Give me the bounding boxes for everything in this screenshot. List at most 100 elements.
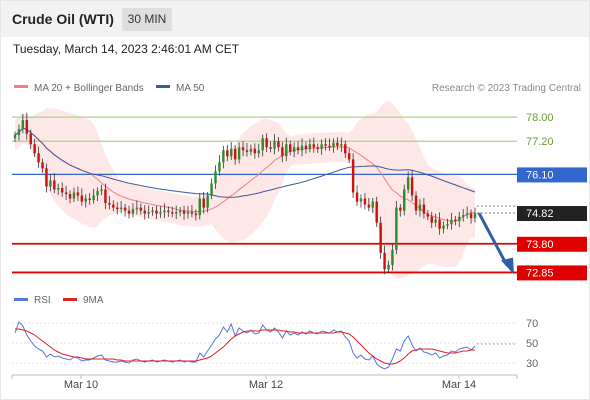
candle-body: [167, 210, 170, 213]
candle-body: [84, 198, 87, 202]
candle-body: [406, 177, 410, 190]
candle-body: [458, 216, 461, 222]
candle-body: [438, 219, 441, 229]
candle-body: [100, 189, 103, 191]
candle-body: [430, 216, 433, 223]
candle-body: [347, 153, 351, 160]
header-bar: Crude Oil (WTI) 30 MIN: [1, 1, 589, 37]
candle-body: [257, 150, 260, 154]
candle-body: [261, 138, 264, 151]
candle-body: [210, 183, 213, 196]
candle-body: [88, 198, 91, 201]
candle-body: [190, 212, 194, 214]
candle-body: [198, 198, 202, 216]
forecast-arrow-shaft: [477, 212, 509, 267]
ma50-legend-label: MA 50: [176, 83, 205, 94]
candle-body: [202, 198, 205, 208]
chart-datetime: Tuesday, March 14, 2023 2:46:01 AM CET: [13, 42, 240, 56]
rsi-line: [14, 321, 476, 370]
candle-body: [288, 144, 292, 152]
candle-body: [45, 168, 48, 187]
bollinger-band: [15, 100, 475, 279]
ma50-line: [14, 127, 476, 198]
candle-body: [285, 144, 288, 157]
candle-body: [273, 141, 276, 149]
candle-body: [131, 209, 135, 214]
candle-body: [355, 192, 359, 202]
candle-body: [249, 148, 253, 152]
candle-body: [403, 189, 406, 211]
candle-body: [159, 212, 162, 214]
candle-body: [379, 222, 382, 253]
candle-body: [135, 207, 139, 210]
candle-body: [178, 210, 182, 213]
candle-body: [446, 224, 449, 226]
resistance-label: 77.20: [526, 136, 554, 148]
candle-body: [222, 150, 225, 163]
rsi-ma-legend-swatch: [63, 298, 77, 301]
candle-body: [108, 203, 111, 205]
candle-body: [269, 147, 272, 149]
candle-body: [391, 249, 394, 265]
candle-body: [359, 198, 363, 202]
rsi-tick-label: 50: [526, 338, 538, 350]
x-axis-tick-label: Mar 10: [64, 379, 98, 391]
candle-body: [312, 144, 316, 148]
candle-body: [53, 180, 56, 190]
candle-body: [418, 204, 422, 211]
candle-body: [139, 207, 143, 211]
candle-body: [233, 148, 237, 160]
candle-body: [292, 147, 296, 152]
x-axis-tick-label: Mar 12: [249, 379, 283, 391]
candle-body: [253, 148, 257, 154]
candle-body: [182, 210, 186, 214]
candle-body: [214, 171, 217, 184]
candle-body: [410, 177, 414, 196]
support-label: 72.85: [526, 267, 554, 279]
candle-body: [324, 144, 327, 146]
candle-body: [426, 213, 430, 217]
candle-body: [383, 252, 386, 270]
candle-body: [123, 207, 127, 211]
candle-body: [186, 212, 190, 214]
candle-body: [17, 129, 21, 136]
candle-body: [218, 162, 221, 172]
candle-body: [72, 192, 76, 199]
candle-body: [49, 180, 52, 187]
candle-body: [367, 204, 371, 208]
candle-body: [171, 212, 174, 214]
candle-body: [454, 219, 457, 222]
candle-body: [13, 135, 17, 139]
candle-body: [422, 204, 426, 214]
candle-body: [143, 210, 146, 214]
support-label-box: [517, 265, 587, 281]
candle-body: [395, 207, 398, 250]
candle-body: [116, 207, 119, 210]
instrument-title: Crude Oil (WTI): [12, 11, 114, 27]
candle-body: [461, 215, 465, 217]
candle-body: [237, 147, 241, 160]
candle-body: [76, 192, 80, 196]
candle-body: [265, 138, 268, 148]
timeframe-badge[interactable]: 30 MIN: [122, 8, 172, 31]
candle-body: [363, 198, 367, 205]
ma20-legend-swatch: [14, 85, 28, 88]
candle-body: [336, 142, 339, 146]
candle-body: [151, 210, 154, 213]
x-axis-tick-label: Mar 14: [442, 379, 476, 391]
candle-body: [112, 204, 115, 208]
candle-body: [147, 212, 150, 214]
candle-body: [21, 120, 25, 130]
candle-body: [450, 219, 453, 225]
rsi-ma-line: [15, 328, 475, 365]
candle-body: [414, 195, 418, 211]
candle-body: [206, 195, 209, 208]
candle-body: [29, 133, 32, 145]
candle-body: [174, 212, 178, 214]
candle-body: [155, 210, 158, 214]
last-label-box: [517, 206, 587, 222]
candle-body: [41, 162, 44, 169]
candle-body: [104, 189, 107, 204]
rsi-legend-swatch: [14, 298, 28, 301]
